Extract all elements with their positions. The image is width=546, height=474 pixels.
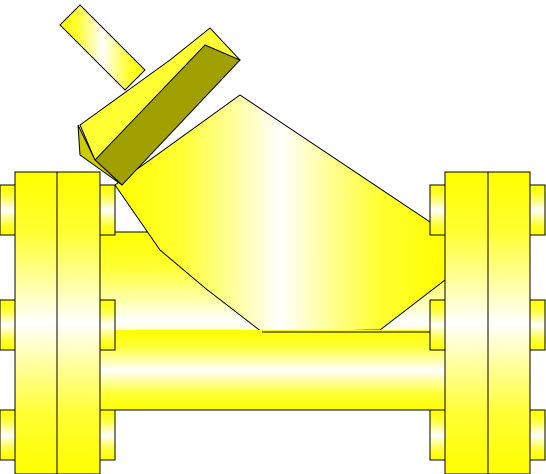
main-pipe-lower [100, 330, 445, 410]
bonnet-cap [77, 27, 241, 186]
valve-stem [59, 4, 146, 91]
left-flange [0, 171, 116, 474]
right-flange [429, 171, 546, 474]
